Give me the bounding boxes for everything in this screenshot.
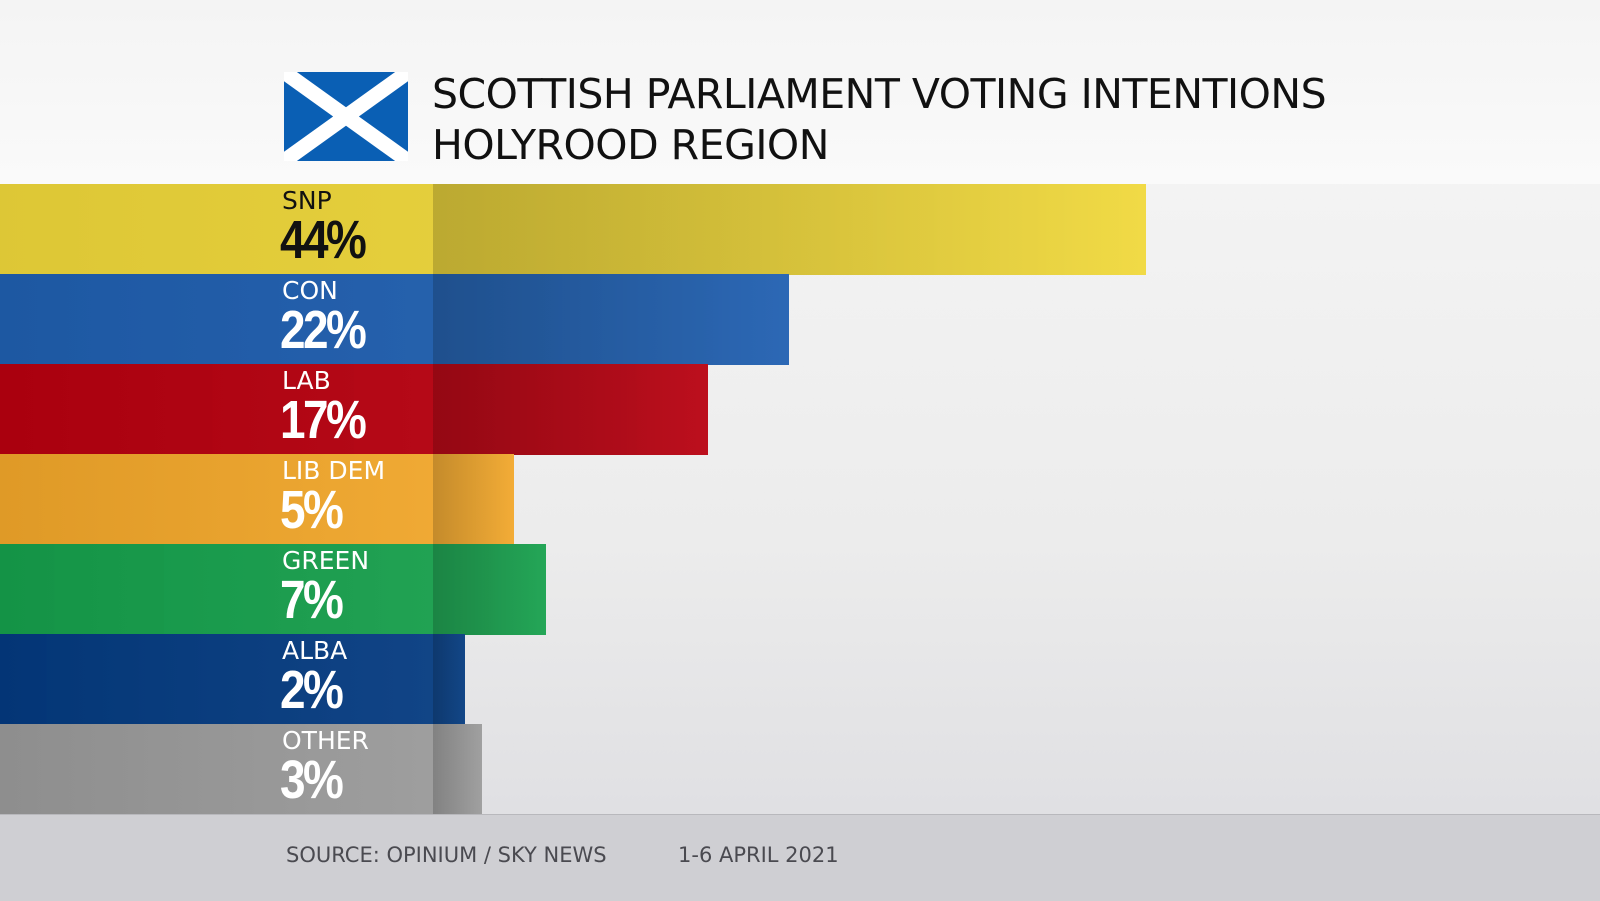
bar-other: OTHER 3% bbox=[0, 724, 482, 815]
category-label: SNP bbox=[282, 186, 332, 215]
category-label: LAB bbox=[282, 366, 331, 395]
chart-title-line2: HOLYROOD REGION bbox=[432, 121, 829, 169]
bar-lab: LAB 17% bbox=[0, 364, 709, 455]
footer: SOURCE: OPINIUM / SKY NEWS 1-6 APRIL 202… bbox=[0, 814, 1600, 901]
value-label: 3% bbox=[280, 750, 344, 810]
value-label: 22% bbox=[280, 300, 367, 360]
chart-title-line1: SCOTTISH PARLIAMENT VOTING INTENTIONS bbox=[432, 70, 1327, 118]
bar-snp: SNP 44% bbox=[0, 184, 1146, 275]
category-label: ALBA bbox=[282, 636, 348, 665]
bar-lib-dem: LIB DEM 5% bbox=[0, 454, 514, 545]
category-label: CON bbox=[282, 276, 338, 305]
value-label: 17% bbox=[280, 390, 367, 450]
value-label: 7% bbox=[280, 570, 344, 630]
saltire-flag-icon bbox=[284, 72, 408, 161]
value-label: 44% bbox=[280, 210, 367, 270]
bar-alba: ALBA 2% bbox=[0, 634, 466, 725]
category-label: LIB DEM bbox=[282, 456, 386, 485]
bar-green: GREEN 7% bbox=[0, 544, 547, 635]
category-label: OTHER bbox=[282, 726, 369, 755]
bar-con: CON 22% bbox=[0, 274, 790, 365]
category-label: GREEN bbox=[282, 546, 370, 575]
bar-chart: SNP 44% CON 22% LAB 17% LIB DEM 5% GREEN 7% ALBA 2%… bbox=[0, 184, 1600, 815]
value-label: 5% bbox=[280, 480, 344, 540]
value-label: 2% bbox=[280, 660, 344, 720]
date-text: 1-6 APRIL 2021 bbox=[678, 843, 839, 867]
source-text: SOURCE: OPINIUM / SKY NEWS bbox=[286, 843, 607, 867]
header: SCOTTISH PARLIAMENT VOTING INTENTIONS HO… bbox=[0, 0, 1600, 184]
